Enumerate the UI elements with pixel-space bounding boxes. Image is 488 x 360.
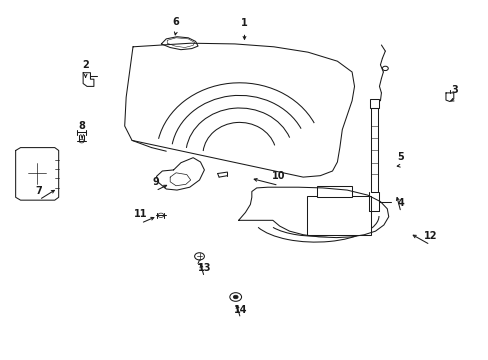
Text: 6: 6 [172, 17, 179, 27]
Text: 1: 1 [241, 18, 247, 28]
Text: 5: 5 [397, 152, 404, 162]
Bar [306, 196, 370, 235]
Text: 7: 7 [36, 186, 42, 196]
Text: 2: 2 [82, 60, 89, 70]
Text: 4: 4 [397, 198, 404, 208]
Text: 11: 11 [134, 209, 147, 219]
Text: 10: 10 [271, 171, 285, 181]
Text: 9: 9 [152, 177, 159, 187]
Text: 3: 3 [450, 85, 457, 95]
Text: 8: 8 [79, 121, 85, 131]
Bar [369, 99, 379, 108]
Text: 12: 12 [423, 231, 436, 241]
Text: 14: 14 [233, 305, 247, 315]
Bar [316, 186, 351, 197]
Text: 13: 13 [197, 263, 211, 273]
Circle shape [233, 295, 238, 299]
